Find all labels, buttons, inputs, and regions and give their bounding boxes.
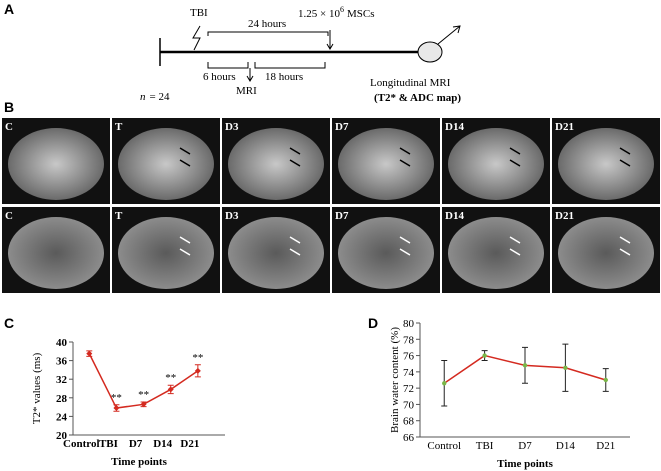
x-tick-label: TBI [476,440,494,452]
brain [448,128,544,200]
y-tick-label: 72 [403,383,414,395]
significance: ** [165,372,176,384]
y-tick-label: 68 [403,416,415,428]
brain [228,217,324,289]
x-axis-title: Time points [111,456,167,468]
x-tick-label: D7 [518,440,532,452]
y-tick-label: 20 [56,430,68,442]
lesion-arrow [289,236,301,256]
brain [448,217,544,289]
brain [558,128,654,200]
significance: ** [192,352,203,364]
y-axis-title: T2* values (ms) [31,352,43,424]
marker [113,405,120,412]
x-tick-label: D14 [153,438,172,450]
panel-label: A [4,1,14,17]
timeline-label: 24 hours [248,18,286,30]
marker [522,363,528,368]
lesion-arrow [619,147,631,167]
brain [8,217,104,289]
significance: ** [111,392,122,404]
timeline-label: 6 hours [203,71,236,83]
marker [194,367,201,374]
y-tick-label: 78 [403,334,415,346]
lesion-arrow [399,147,411,167]
mri-label: C [5,210,13,222]
mri-label: T [115,210,123,222]
mri-label: D7 [335,210,349,222]
timeline-label: MRI [236,85,257,97]
marker [86,350,93,357]
lesion-arrow [399,236,411,256]
y-tick-label: 76 [403,351,415,363]
mri-label: D7 [335,121,349,133]
brain [558,217,654,289]
timeline-label: TBI [190,7,208,19]
dose-exponent: 6 [340,5,344,14]
panel-label: D [368,315,378,331]
marker [442,381,447,386]
mri-label: D14 [445,210,464,222]
timeline [159,25,461,82]
mri-label: T [115,121,123,133]
x-tick-label: TBI [99,438,118,450]
n-symbol: n [140,91,146,103]
lesion-arrow [289,147,301,167]
y-tick-label: 28 [56,393,68,405]
timeline-label: (T2* & ADC map) [374,92,461,104]
x-axis-title: Time points [497,458,553,470]
dose: 1.25 × 10 [298,8,340,20]
y-tick-label: 66 [403,432,415,444]
y-tick-label: 32 [56,374,68,386]
marker [603,377,608,383]
timeline-label: 1.25 × 106 MSCs [298,5,375,20]
x-tick-label: Control [427,440,461,452]
brain [118,217,214,289]
y-tick-label: 40 [56,337,68,349]
brain [8,128,104,200]
significance: ** [138,389,149,401]
brain [228,128,324,200]
lesion-arrow [509,236,521,256]
lesion-arrow [179,236,191,256]
brain [338,217,434,289]
n-value: = 24 [150,91,170,103]
mri-label: D3 [225,210,239,222]
y-axis-title: Brain water content (%) [389,327,401,433]
mri-label: D3 [225,121,239,133]
mri-label: D21 [555,121,574,133]
sample-size: n = 24 [140,91,170,103]
dose-unit: MSCs [347,8,375,20]
y-tick-label: 36 [56,356,68,368]
x-tick-label: D21 [180,438,199,450]
marker [482,353,487,358]
x-tick-label: D7 [129,438,143,450]
lesion-arrow [619,236,631,256]
y-tick-label: 74 [403,367,415,379]
mri-label: C [5,121,13,133]
timeline-label: 18 hours [265,71,303,83]
lesion-arrow [509,147,521,167]
x-tick-label: D21 [596,440,615,452]
panel-label: C [4,315,14,331]
marker [563,365,568,370]
marker [167,386,174,393]
marker [140,401,147,408]
brain [118,128,214,200]
panel-label: B [4,99,14,115]
lesion-arrow [179,147,191,167]
y-tick-label: 80 [403,318,415,330]
brain [338,128,434,200]
x-tick-label: D14 [556,440,575,452]
timeline-label: Longitudinal MRI [370,77,451,89]
x-tick-label: Control [63,438,99,450]
y-tick-label: 24 [56,411,68,423]
mri-label: D14 [445,121,464,133]
y-tick-label: 70 [403,399,415,411]
mri-label: D21 [555,210,574,222]
